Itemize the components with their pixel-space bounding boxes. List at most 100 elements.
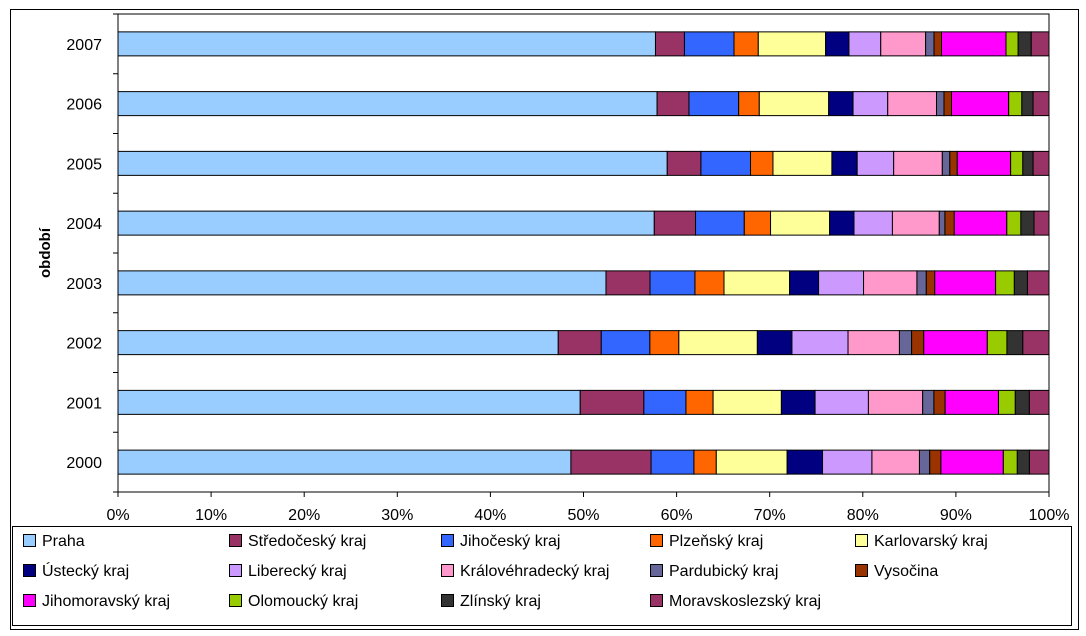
legend-item: Olomoucký kraj	[229, 590, 358, 614]
bar-segment-2002-10	[911, 330, 925, 356]
bar-segment-2001-7	[814, 389, 869, 415]
bar-segment-2001-5	[712, 389, 782, 415]
bar-segment-2003-11	[934, 270, 997, 296]
bar-segment-2004-6	[829, 210, 855, 236]
x-tick-label: 30%	[381, 507, 413, 524]
x-tick-label: 80%	[847, 507, 879, 524]
bar-segment-2002-9	[898, 330, 913, 356]
category-label: 2002	[66, 336, 102, 353]
category-label: 2000	[66, 455, 102, 472]
legend-item: Královéhradecký kraj	[441, 560, 609, 584]
bar-segment-2000-11	[940, 449, 1004, 475]
bar-segment-2001-10	[933, 389, 946, 415]
category-label: 2004	[66, 216, 102, 233]
bar-segment-2000-1	[117, 449, 572, 475]
bar-segment-2005-10	[949, 150, 958, 176]
category-label: 2001	[66, 395, 102, 412]
bar-segment-2007-11	[941, 31, 1007, 57]
legend-swatch	[229, 563, 242, 577]
bar-segment-2004-2	[653, 210, 697, 236]
legend-label: Praha	[42, 533, 85, 550]
bar-segment-2000-14	[1028, 449, 1050, 475]
bar-segment-2003-5	[723, 270, 791, 296]
bar-segment-2006-9	[935, 91, 945, 117]
bar-segment-2002-2	[557, 330, 602, 356]
bar-segment-2004-7	[853, 210, 893, 236]
x-tick-label: 40%	[474, 507, 506, 524]
bar-segment-2005-7	[856, 150, 895, 176]
y-axis-title: období	[37, 227, 54, 278]
legend-swatch	[855, 563, 868, 577]
bar-segment-2007-6	[825, 31, 850, 57]
bar-segment-2000-3	[650, 449, 695, 475]
category-label: 2005	[66, 156, 102, 173]
bar-segment-2007-10	[933, 31, 943, 57]
bar-segment-2006-8	[887, 91, 937, 117]
legend-label: Plzeňský kraj	[669, 533, 764, 550]
bar-segment-2003-8	[863, 270, 918, 296]
bar-segment-2007-2	[654, 31, 685, 57]
bar-segment-2006-1	[117, 91, 658, 117]
legend-swatch	[229, 533, 242, 547]
bar-segment-2006-11	[950, 91, 1010, 117]
bar-segment-2007-8	[880, 31, 927, 57]
bar-segment-2005-8	[893, 150, 943, 176]
legend-item: Praha	[23, 530, 85, 554]
legend-swatch	[441, 533, 454, 547]
bar-segment-2002-11	[923, 330, 988, 356]
x-tick-label: 100%	[1029, 507, 1070, 524]
plot-area	[117, 13, 1050, 493]
bar-segment-2004-4	[743, 210, 772, 236]
bar-segment-2006-2	[656, 91, 690, 117]
bar-segment-2004-9	[938, 210, 946, 236]
bar-segment-2000-9	[918, 449, 931, 475]
bar-segment-2000-7	[822, 449, 873, 475]
legend: Praha Středočeský kraj Jihočeský kraj Plzeň…	[12, 526, 1072, 626]
legend-item: Plzeňský kraj	[650, 530, 763, 554]
bar-segment-2000-10	[929, 449, 942, 475]
bar-segment-2007-9	[925, 31, 935, 57]
bar-segment-2004-10	[944, 210, 955, 236]
legend-label: Ústecký kraj	[42, 563, 130, 580]
bar-segment-2006-12	[1008, 91, 1023, 117]
legend-label: Jihomoravský kraj	[42, 593, 171, 610]
bar-segment-2000-8	[871, 449, 920, 475]
legend-label: Karlovarský kraj	[874, 533, 988, 550]
bar-segment-2001-14	[1028, 389, 1050, 415]
bar-segment-2006-13	[1021, 91, 1034, 117]
bar-segment-2003-14	[1026, 270, 1050, 296]
category-label: 2007	[66, 37, 102, 54]
legend-swatch	[441, 563, 454, 577]
bar-segment-2001-9	[922, 389, 935, 415]
bar-segment-2004-14	[1033, 210, 1050, 236]
bar-segment-2002-7	[791, 330, 849, 356]
bar-segment-2007-4	[733, 31, 759, 57]
bar-segment-2006-10	[943, 91, 952, 117]
legend-item: Karlovarský kraj	[855, 530, 988, 554]
bar-segment-2002-6	[756, 330, 793, 356]
legend-label: Moravskoslezský kraj	[669, 593, 822, 610]
bar-segment-2007-1	[117, 31, 656, 57]
bar-segment-2006-5	[758, 91, 830, 117]
bar-segment-2004-8	[891, 210, 940, 236]
bar-segment-2006-3	[688, 91, 740, 117]
bar-segment-2000-4	[693, 449, 717, 475]
bar-segment-2005-6	[831, 150, 858, 176]
bar-segment-2002-14	[1022, 330, 1050, 356]
legend-item: Pardubický kraj	[650, 560, 778, 584]
category-label: 2003	[66, 276, 102, 293]
bar-segment-2005-11	[956, 150, 1012, 176]
bar-segment-2003-1	[117, 270, 607, 296]
legend-swatch	[855, 533, 868, 547]
legend-swatch	[650, 593, 663, 607]
legend-item: Ústecký kraj	[23, 560, 129, 584]
bar-segment-2000-2	[570, 449, 652, 475]
bar-segment-2000-12	[1002, 449, 1018, 475]
bar-segment-2006-7	[852, 91, 889, 117]
bar-segment-2002-5	[678, 330, 758, 356]
bar-segment-2004-11	[953, 210, 1008, 236]
legend-item: Jihočeský kraj	[441, 530, 560, 554]
bar-segment-2000-5	[715, 449, 788, 475]
bar-segment-2001-13	[1014, 389, 1030, 415]
